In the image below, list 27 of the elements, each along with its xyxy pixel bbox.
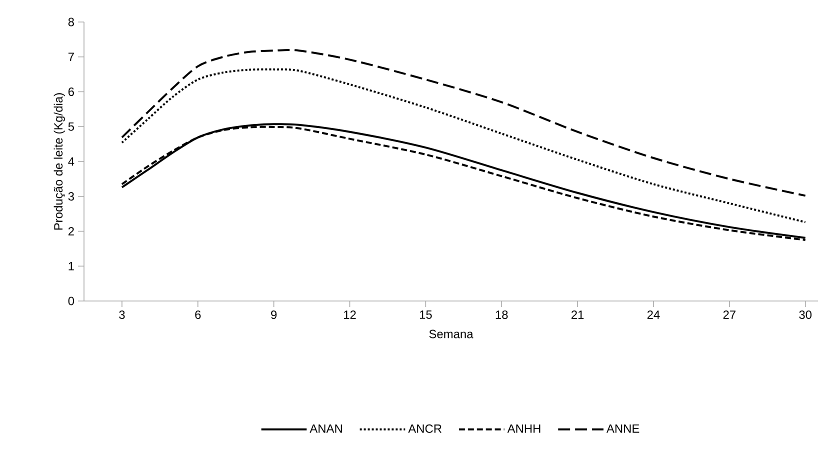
x-tick-label: 3	[119, 310, 125, 319]
line-series	[120, 49, 806, 197]
y-tick-label: 7	[68, 52, 74, 61]
line-series	[120, 68, 806, 224]
x-tick-label: 18	[496, 310, 508, 319]
legend-label: ANHH	[507, 424, 540, 433]
x-tick-label: 21	[572, 310, 584, 319]
y-tick-label: 5	[68, 122, 74, 131]
x-tick-label: 24	[647, 310, 660, 319]
y-tick-label: 8	[68, 18, 74, 26]
x-tick-label: 12	[344, 310, 356, 319]
x-tick-label: 6	[195, 310, 201, 319]
y-tick-label: 6	[68, 88, 74, 96]
x-tick-label: 9	[271, 310, 277, 319]
y-tick-label: 2	[68, 227, 74, 236]
legend-label: ANAN	[310, 424, 342, 433]
y-axis-title: Produção de leite (Kg/dia)	[54, 93, 65, 230]
x-tick-label: 15	[420, 310, 432, 319]
y-tick-label: 4	[68, 157, 74, 166]
x-tick-label: 30	[799, 310, 812, 319]
legend-label: ANCR	[408, 424, 442, 433]
y-tick-label: 3	[68, 192, 74, 201]
legend-label: ANNE	[606, 424, 640, 433]
y-tick-label: 0	[68, 296, 74, 306]
x-axis-title: Semana	[429, 330, 474, 338]
y-tick-label: 1	[68, 262, 74, 270]
x-tick-label: 27	[723, 310, 736, 319]
